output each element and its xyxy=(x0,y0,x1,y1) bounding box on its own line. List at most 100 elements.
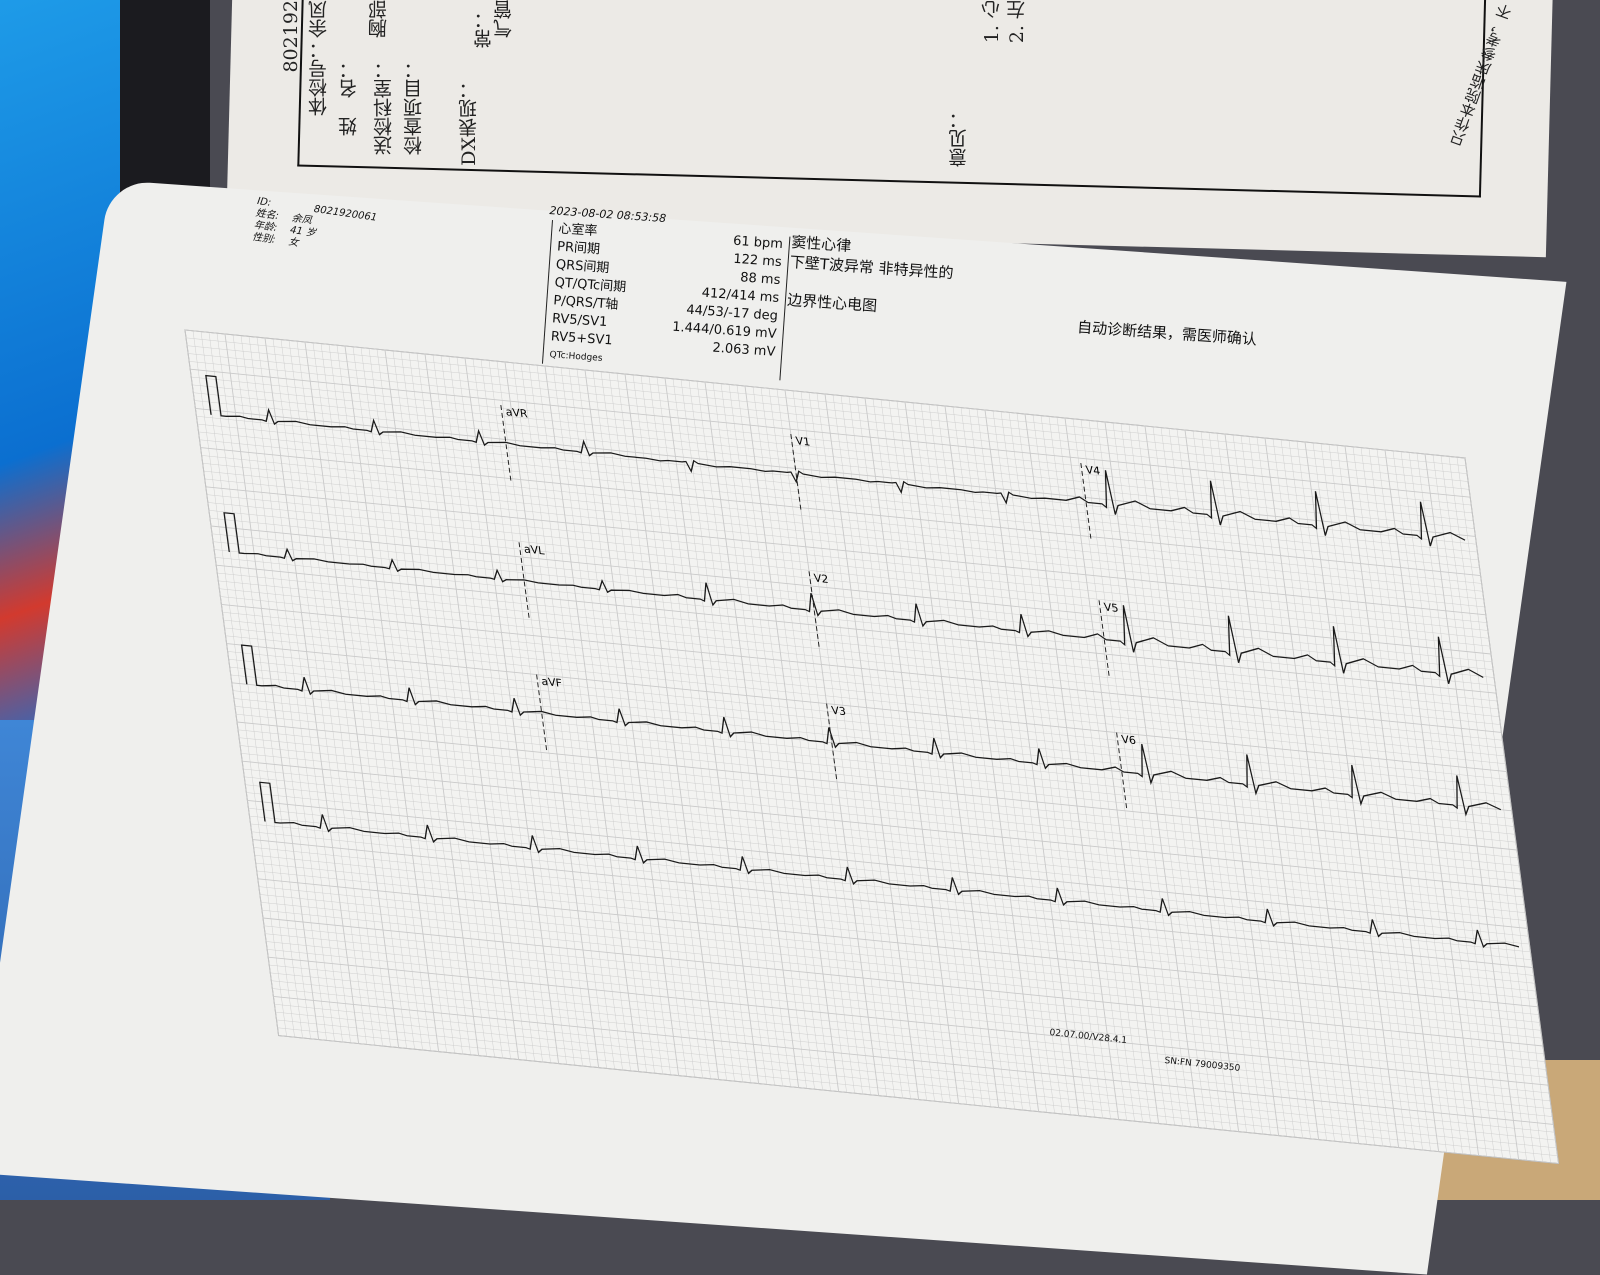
grid-line xyxy=(242,760,1523,890)
grid-line xyxy=(276,1019,1557,1149)
lead-label: aVL xyxy=(523,543,546,558)
grid-line xyxy=(220,596,1501,725)
ecg-trace xyxy=(259,781,1520,948)
grid-line xyxy=(201,455,1482,584)
ecg-trace xyxy=(240,644,1501,817)
grid-line xyxy=(204,478,1485,608)
grid-line xyxy=(251,831,1532,960)
grid-line xyxy=(243,768,1524,898)
grid-line xyxy=(257,878,1538,1008)
grid-line xyxy=(219,588,1500,717)
grid-line xyxy=(217,572,1498,702)
grid-line xyxy=(230,674,1511,804)
ecg-trace xyxy=(223,512,1484,685)
grid-line xyxy=(269,964,1550,1094)
grid-line xyxy=(196,416,1477,545)
grid-line xyxy=(221,603,1502,733)
grid-line xyxy=(275,1011,1556,1141)
grid-line xyxy=(245,784,1526,913)
grid-line xyxy=(262,917,1544,1047)
lead-label: V2 xyxy=(813,572,829,586)
grid-line xyxy=(202,463,1483,592)
lead-label: V1 xyxy=(795,434,811,448)
lead-label: aVF xyxy=(541,675,563,690)
grid-line xyxy=(233,698,1514,827)
grid-line xyxy=(260,902,1541,1031)
grid-line xyxy=(250,823,1531,953)
lead-separator xyxy=(808,571,820,650)
grid-line xyxy=(270,972,1551,1102)
grid-line xyxy=(208,510,1489,639)
grid-line xyxy=(194,400,1475,529)
grid-line xyxy=(207,502,1488,631)
grid-line xyxy=(248,808,1529,937)
grid-line xyxy=(246,792,1527,921)
grid-line xyxy=(189,361,1470,490)
grid-line xyxy=(205,486,1486,616)
grid-line xyxy=(191,376,1472,506)
grid-line xyxy=(209,517,1490,647)
grid-line xyxy=(274,1004,1555,1133)
grid-line xyxy=(236,721,1518,851)
lead-separator xyxy=(1098,600,1110,679)
grid-line xyxy=(213,541,1494,670)
ecg-strip: aVR V1 V4 aVL V2 V5 aVF V3 V6 xyxy=(184,329,1560,1165)
grid-line xyxy=(272,988,1553,1117)
grid-line xyxy=(227,651,1508,780)
grid-line xyxy=(265,933,1546,1062)
grid-line xyxy=(232,690,1513,819)
grid-line xyxy=(215,557,1496,686)
grid-line xyxy=(235,713,1516,843)
grid-line xyxy=(256,870,1537,1000)
grid-line xyxy=(225,635,1506,764)
grid-line xyxy=(249,815,1530,945)
lead-label: V6 xyxy=(1121,733,1137,747)
grid-line xyxy=(268,956,1549,1086)
lead-label: V4 xyxy=(1085,463,1101,477)
grid-line xyxy=(239,737,1520,866)
grid-line xyxy=(198,431,1479,561)
grid-line xyxy=(212,533,1493,663)
grid-line xyxy=(241,753,1522,882)
grid-line xyxy=(258,886,1539,1015)
lead-separator xyxy=(518,542,530,621)
ecg-trace xyxy=(205,374,1466,547)
grid-line xyxy=(259,894,1540,1023)
grid-line xyxy=(200,447,1481,577)
grid-line xyxy=(255,862,1536,992)
grid-line xyxy=(254,855,1535,984)
grid-line xyxy=(277,1027,1558,1156)
grid-line xyxy=(222,612,1503,741)
grid-line xyxy=(188,353,1469,482)
grid-line xyxy=(247,799,1528,929)
grid-line xyxy=(218,580,1499,710)
grid-line xyxy=(187,345,1468,474)
lead-label: V3 xyxy=(831,704,847,718)
grid-line xyxy=(184,329,1466,459)
grid-line xyxy=(273,995,1554,1125)
grid-line xyxy=(206,494,1487,623)
grid-line xyxy=(278,1035,1559,1165)
grid-line xyxy=(266,941,1547,1070)
grid-line xyxy=(238,729,1519,859)
grid-line xyxy=(190,368,1471,498)
grid-line xyxy=(186,337,1467,467)
grid-line xyxy=(199,439,1480,568)
grid-line xyxy=(234,706,1515,835)
grid-line xyxy=(261,909,1542,1039)
grid-line xyxy=(210,525,1492,655)
grid-line xyxy=(271,980,1552,1109)
grid-line xyxy=(216,564,1497,694)
grid-line xyxy=(252,839,1533,969)
lead-label: V5 xyxy=(1103,601,1119,615)
grid-line xyxy=(240,745,1521,874)
grid-line xyxy=(195,407,1476,537)
grid-line xyxy=(228,659,1509,788)
grid-line xyxy=(223,619,1504,749)
grid-line xyxy=(229,666,1510,796)
grid-line xyxy=(264,925,1545,1055)
grid-line xyxy=(192,384,1473,514)
lead-label: aVR xyxy=(505,405,529,420)
grid-line xyxy=(224,627,1505,757)
grid-line xyxy=(253,847,1534,976)
